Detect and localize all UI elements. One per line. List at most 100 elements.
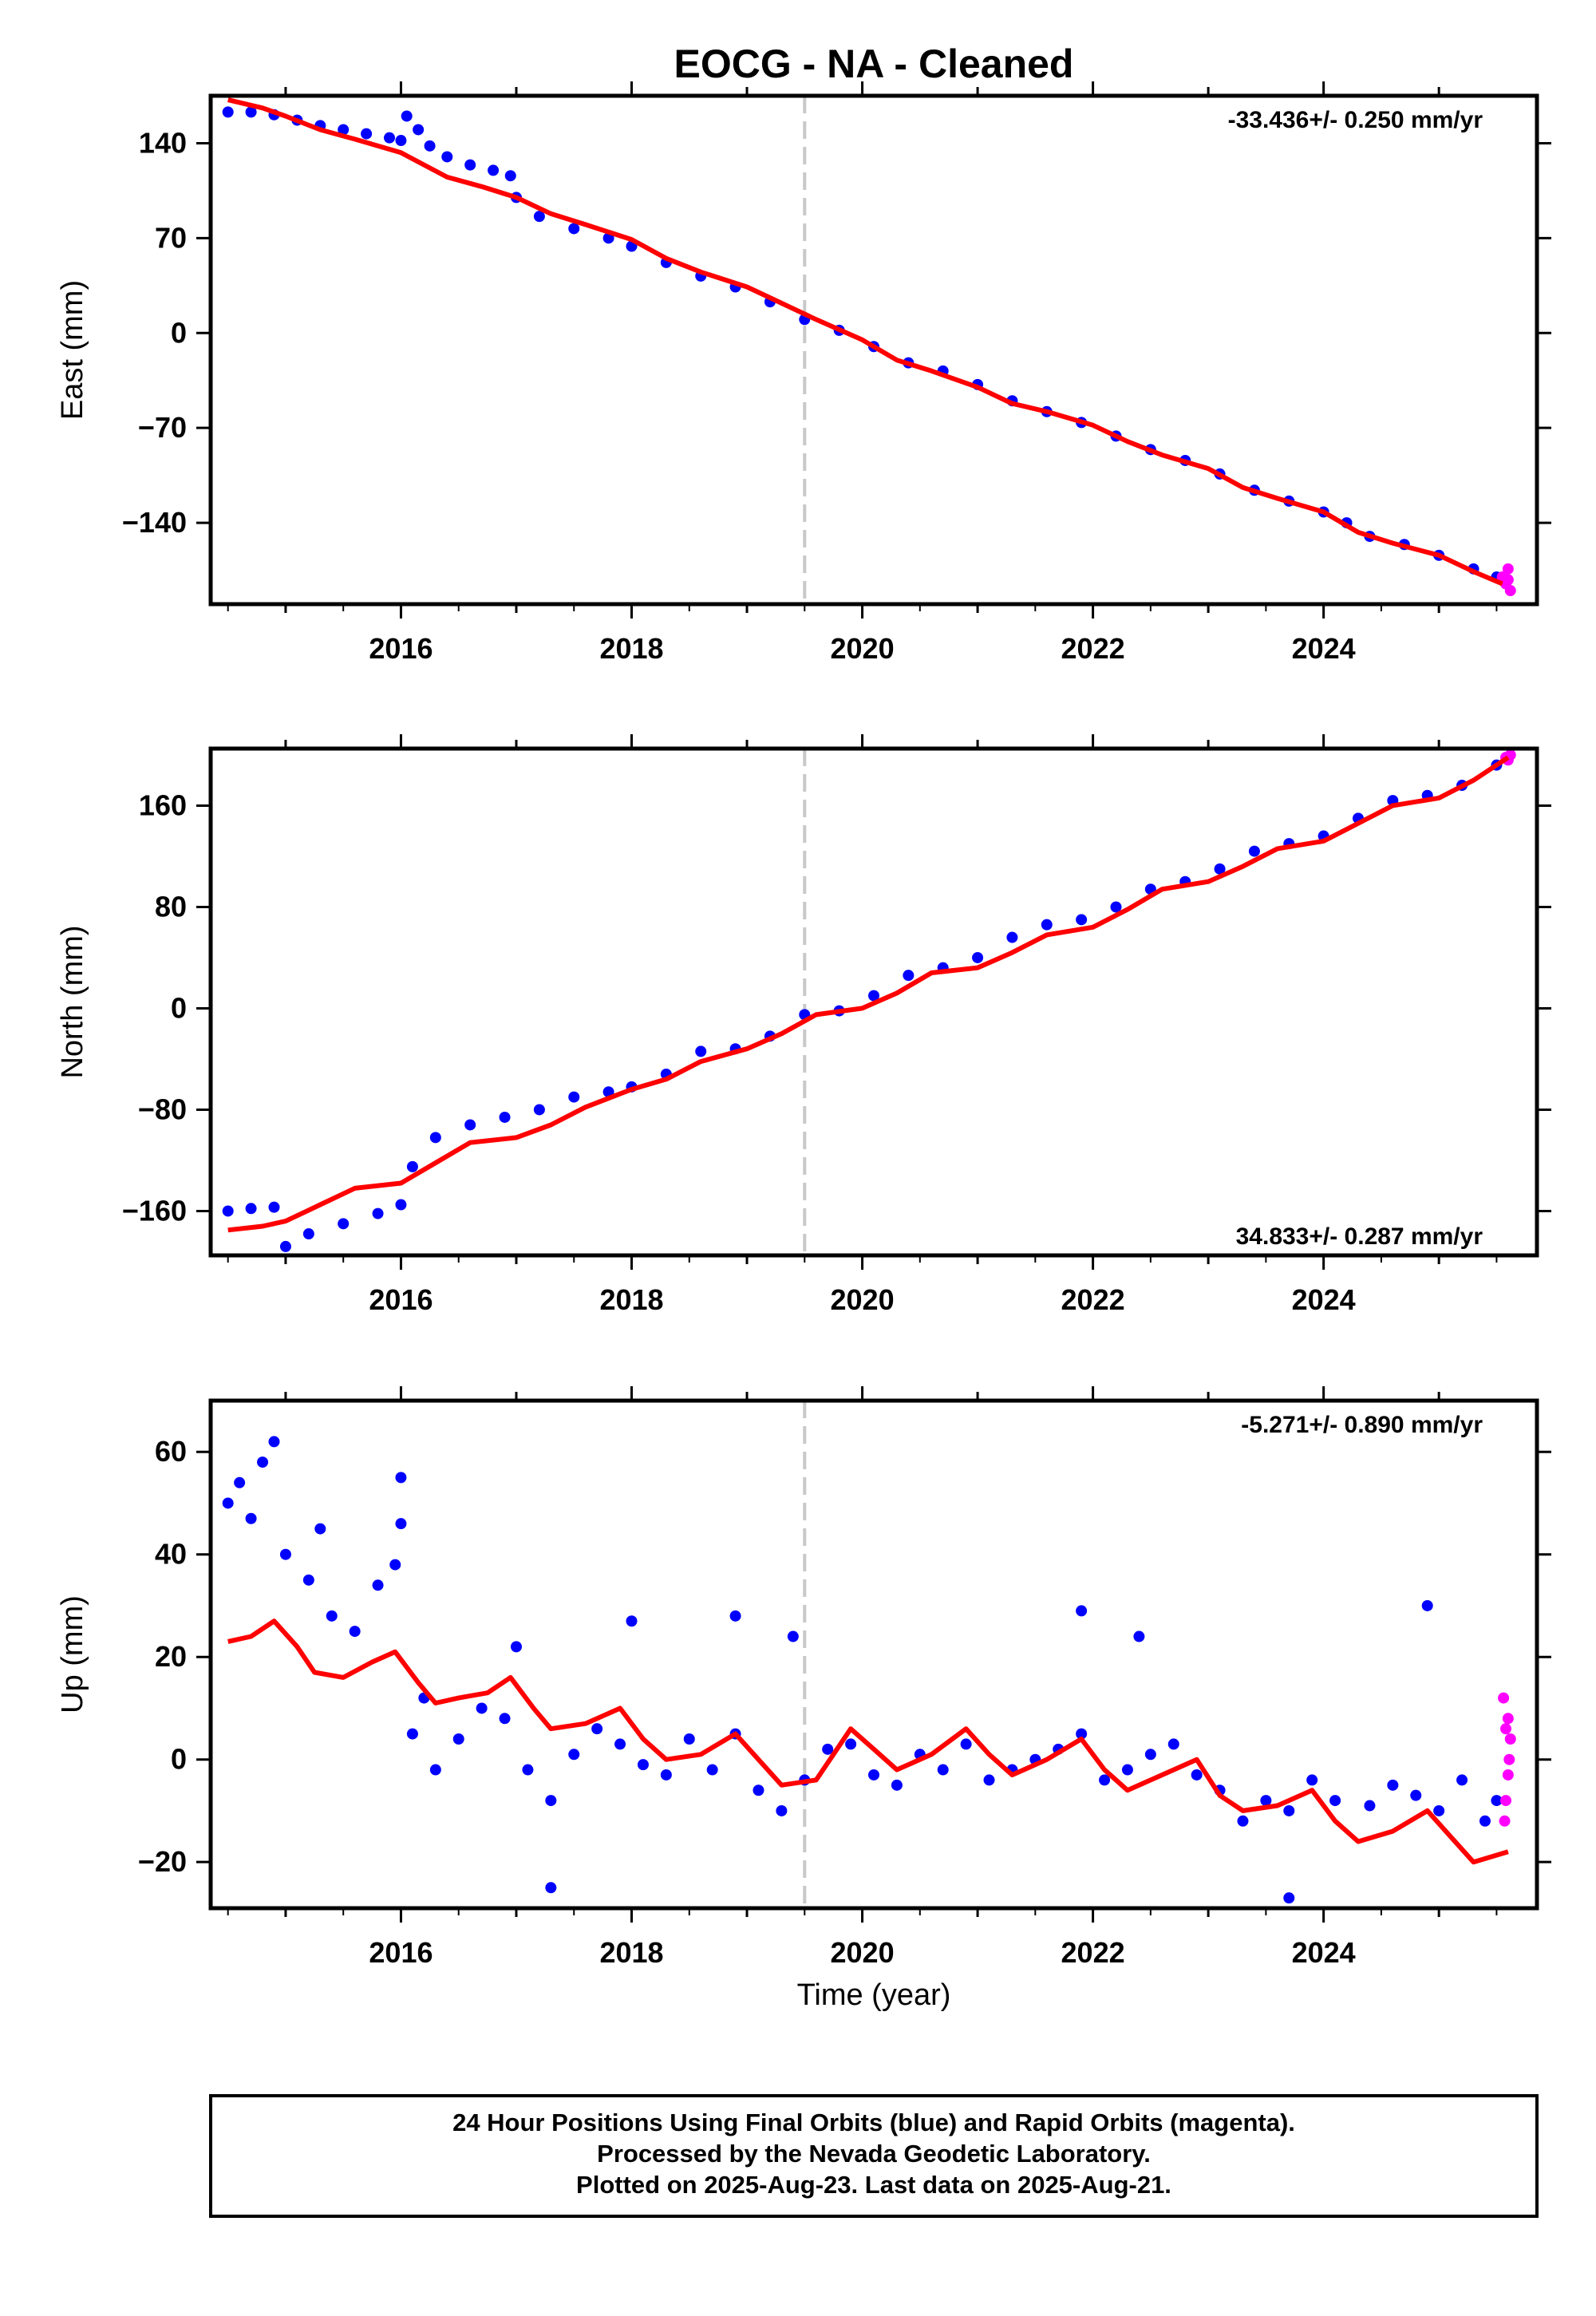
up-rapid-point <box>1504 1733 1516 1745</box>
up-final-point <box>349 1626 361 1638</box>
up-rapid-point <box>1503 1753 1515 1765</box>
north-final-point <box>245 1203 257 1215</box>
east-final-point <box>401 110 413 122</box>
up-final-point <box>983 1774 995 1786</box>
east-final-point <box>395 135 407 147</box>
up-final-point <box>776 1804 788 1816</box>
north-final-point <box>464 1119 476 1131</box>
north-y-axis-label: North (mm) <box>56 925 89 1078</box>
north-final-point <box>302 1228 314 1240</box>
up-rapid-point <box>1499 1795 1511 1807</box>
east-final-point <box>568 223 580 235</box>
up-final-point <box>452 1733 464 1745</box>
up-final-point <box>545 1795 557 1807</box>
up-model-curve <box>227 1618 1509 1865</box>
north-xtick-label: 2024 <box>1292 1283 1356 1316</box>
east-xtick-label: 2022 <box>1061 632 1125 665</box>
up-final-point <box>1167 1738 1179 1750</box>
north-xtick-label: 2022 <box>1061 1283 1125 1316</box>
up-final-point <box>429 1764 441 1776</box>
east-xtick-label: 2016 <box>369 632 433 665</box>
x-axis-label: Time (year) <box>797 1978 951 2012</box>
east-ytick-label: −70 <box>138 411 187 444</box>
east-rapid-point <box>1502 574 1514 586</box>
up-final-point <box>1433 1804 1445 1816</box>
up-rapid-point <box>1502 1713 1514 1725</box>
chart-title: EOCG - NA - Cleaned <box>674 41 1074 86</box>
north-model-curve <box>227 755 1510 1233</box>
up-final-point <box>326 1610 338 1622</box>
up-final-point <box>314 1523 326 1535</box>
up-final-point <box>626 1615 638 1627</box>
east-model-curve <box>227 97 1503 587</box>
north-plot-frame <box>208 746 1539 1258</box>
up-final-point <box>389 1559 401 1571</box>
north-xtick-label: 2020 <box>831 1283 895 1316</box>
up-final-point <box>245 1512 257 1524</box>
up-final-point <box>499 1713 511 1725</box>
up-final-point <box>1364 1800 1376 1812</box>
east-final-point <box>413 124 425 136</box>
up-ytick-label: −20 <box>138 1845 187 1878</box>
up-final-point <box>868 1769 879 1780</box>
up-xtick-label: 2022 <box>1061 1936 1125 1969</box>
east-rapid-point <box>1502 563 1514 575</box>
up-final-point <box>1144 1749 1156 1761</box>
up-xtick-label: 2024 <box>1292 1936 1356 1969</box>
up-rapid-point <box>1499 1815 1511 1827</box>
up-final-point <box>1283 1804 1295 1816</box>
east-final-point <box>464 159 476 171</box>
up-final-point <box>1191 1769 1203 1780</box>
up-y-axis-label: Up (mm) <box>56 1595 89 1713</box>
up-final-point <box>1329 1795 1341 1807</box>
east-final-point <box>488 164 500 176</box>
up-final-point <box>406 1728 418 1740</box>
footer-line-2: Processed by the Nevada Geodetic Laborat… <box>597 2140 1151 2168</box>
up-panel: 60 40 20 0 −20 2016 2018 2020 2022 2024 -5.271+/- … <box>56 1386 1551 1969</box>
up-xtick-label: 2016 <box>369 1936 433 1969</box>
north-final-point <box>429 1132 441 1144</box>
east-final-point <box>441 151 453 163</box>
up-final-point <box>937 1764 949 1776</box>
up-final-point <box>1479 1815 1491 1827</box>
up-final-point <box>476 1702 488 1714</box>
north-ytick-label: −160 <box>122 1194 187 1227</box>
up-final-point <box>614 1738 626 1750</box>
up-final-point <box>268 1436 280 1448</box>
east-final-point <box>533 211 545 223</box>
north-final-point <box>1248 845 1260 857</box>
east-xtick-label: 2018 <box>599 632 663 665</box>
up-final-point <box>660 1769 672 1780</box>
up-final-point <box>1099 1774 1111 1786</box>
north-ytick-label: −80 <box>138 1093 187 1125</box>
east-ytick-label: 70 <box>155 221 187 254</box>
north-final-point <box>972 951 984 963</box>
north-final-point <box>499 1111 511 1123</box>
up-final-point <box>545 1882 557 1894</box>
up-final-point <box>522 1764 534 1776</box>
up-final-point <box>1306 1774 1318 1786</box>
east-final-point <box>338 124 350 136</box>
east-ytick-label: 0 <box>171 316 187 349</box>
east-final-point <box>361 128 373 140</box>
north-final-point <box>1041 919 1053 931</box>
north-rate-label: 34.833+/- 0.287 mm/yr <box>1236 1223 1483 1250</box>
east-final-point <box>384 132 396 144</box>
up-final-point <box>891 1779 903 1791</box>
north-final-point <box>533 1104 545 1116</box>
up-final-point <box>845 1738 857 1750</box>
up-final-point <box>279 1548 291 1560</box>
up-final-point <box>510 1641 522 1653</box>
north-final-point <box>1214 863 1226 875</box>
north-final-point <box>568 1091 580 1103</box>
north-ytick-label: 0 <box>171 991 187 1024</box>
up-final-point <box>302 1574 314 1586</box>
north-final-point <box>338 1218 350 1230</box>
east-ytick-label: 140 <box>139 126 187 159</box>
up-final-point <box>1076 1728 1088 1740</box>
up-final-point <box>1421 1599 1433 1611</box>
east-final-point <box>504 170 516 182</box>
up-final-point <box>1121 1764 1133 1776</box>
up-xtick-label: 2020 <box>831 1936 895 1969</box>
